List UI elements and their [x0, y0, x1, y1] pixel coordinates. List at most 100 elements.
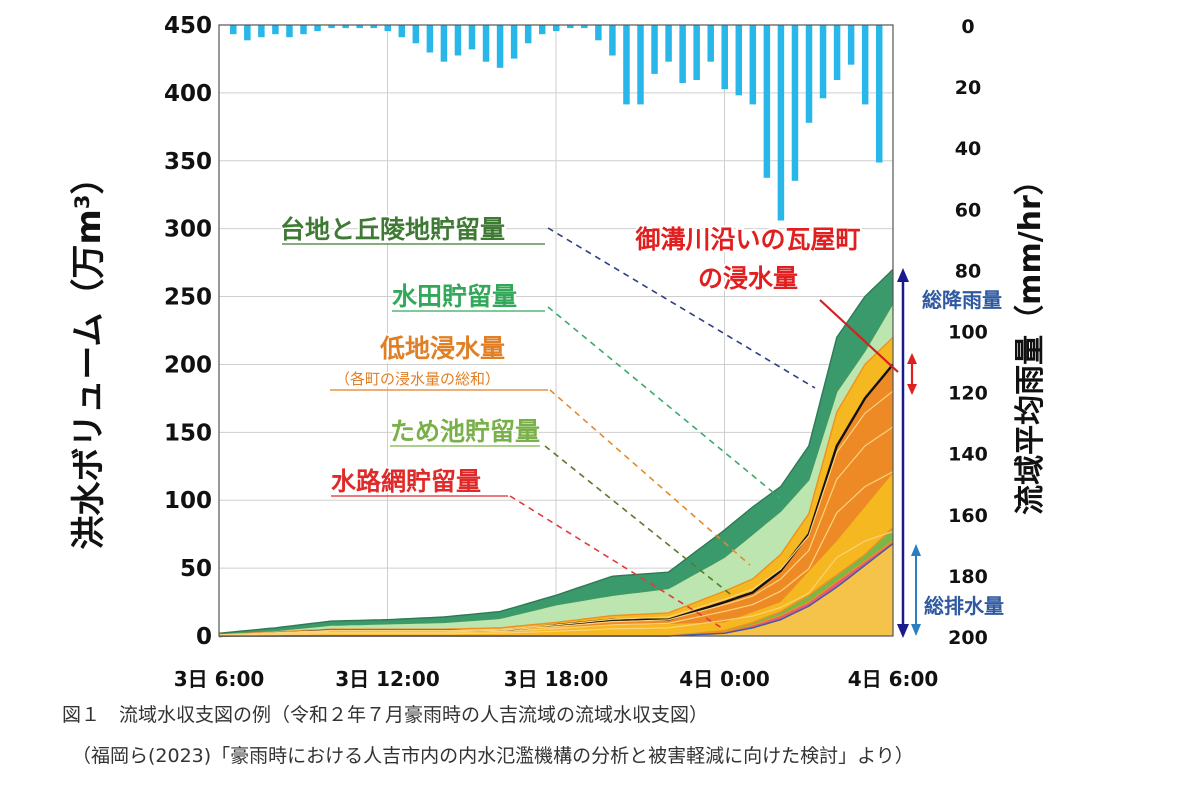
plot-frame [218, 24, 894, 637]
rain-bar [567, 25, 574, 29]
y-right-tick-label: 200 [948, 627, 988, 649]
total-drain-arrowhead-bottom [911, 624, 921, 636]
rain-bar [258, 25, 265, 38]
area-0 [219, 269, 893, 636]
rain-bar [735, 25, 743, 96]
kawaramachi-arrowhead-bottom [907, 384, 917, 395]
series-line-0 [218, 268, 894, 634]
rain-bar [342, 25, 349, 29]
label-highland: 台地と丘陵地貯留量 [280, 215, 505, 244]
rain-bar [314, 25, 321, 32]
area-drain [219, 543, 893, 636]
rain-bar [496, 25, 504, 68]
rain-bar [482, 25, 490, 62]
x-axis-ticks: 3日 6:00 3日 12:00 3日 18:00 4日 0:00 4日 6:00 [174, 667, 939, 690]
y-right-tick-label: 60 [955, 199, 981, 221]
rain-bar [805, 25, 813, 123]
rain-bar [524, 25, 532, 44]
rain-bar [679, 25, 686, 83]
label-channel: 水路網貯留量 [331, 467, 481, 496]
y-left-tick-label: 450 [164, 13, 212, 39]
label-kawaramachi-1: 御溝川沿いの瓦屋町 [634, 225, 860, 254]
y-right-tick-label: 180 [948, 566, 988, 588]
rain-bar [777, 25, 785, 221]
rain-bar [398, 25, 406, 38]
rain-bar [370, 25, 377, 29]
y-left-tick-label: 350 [164, 149, 212, 175]
total-rain-arrowhead-top [897, 268, 909, 282]
rain-bar [510, 25, 518, 59]
y-left-tick-label: 0 [196, 624, 212, 650]
y-right-tick-label: 40 [955, 138, 981, 160]
y-right-axis-label: 流域平均雨量（mm/hr） [1013, 165, 1048, 515]
y-right-tick-label: 140 [948, 444, 988, 466]
y-left-axis-label: 洪水ボリューム（万m³） [69, 160, 109, 549]
lowland-sub-line-1 [218, 471, 894, 636]
y-left-tick-label: 150 [164, 420, 212, 446]
lowland-sub-line-0 [218, 530, 894, 637]
rain-bar [665, 25, 672, 62]
y-left-tick-label: 100 [164, 488, 212, 514]
figure-caption: 図１ 流域水収支図の例（令和２年７月豪雨時の人吉流域の流域水収支図） [62, 704, 709, 726]
rain-bar [721, 25, 728, 90]
label-total-drain: 総排水量 [924, 594, 1004, 618]
rain-bar [833, 25, 841, 80]
y-right-tick-label: 120 [948, 383, 988, 405]
rain-bar [300, 25, 307, 35]
leader-pond [544, 445, 736, 599]
x-tick-label: 3日 18:00 [504, 667, 609, 690]
y-left-tick-label: 200 [164, 352, 212, 378]
x-tick-label: 4日 0:00 [679, 667, 770, 690]
leader-paddy [547, 306, 781, 499]
label-lowland: 低地浸水量 [379, 334, 505, 363]
rain-bar [538, 25, 546, 35]
leader-lowland [549, 389, 751, 566]
x-tick-label: 3日 6:00 [174, 667, 265, 690]
label-lowland-sub: （各町の浸水量の総和） [335, 370, 500, 388]
kawaramachi-arrowhead-top [907, 353, 917, 364]
series-line-2 [218, 336, 894, 636]
figure-source: （福岡ら(2023)「豪雨時における人吉市内の内水氾濫機構の分析と被害軽減に向け… [72, 745, 914, 767]
y-left-tick-label: 400 [164, 81, 212, 107]
y-left-tick-label: 300 [164, 217, 212, 243]
rain-bar [356, 25, 363, 29]
total-drain-arrowhead-top [911, 544, 921, 556]
y-left-tick-label: 50 [180, 556, 212, 582]
rain-bar [454, 25, 462, 56]
leader-channel [509, 495, 723, 629]
rain-bar [623, 25, 630, 105]
rain-bar [791, 25, 799, 181]
rain-bar [875, 25, 883, 163]
rain-bar [286, 25, 293, 38]
lowland-sub-line-2 [218, 426, 894, 636]
right-axis-ticks: 0 20 40 60 80 100 120 140 160 180 200 [948, 16, 988, 649]
y-right-tick-label: 100 [948, 322, 988, 344]
left-axis-ticks: 0 50 100 150 200 250 300 350 400 450 [164, 13, 212, 650]
leader-highland [547, 227, 816, 389]
rain-bar [707, 25, 714, 62]
rain-bar [749, 25, 757, 105]
annotation-leaders [509, 227, 816, 629]
rain-bar [384, 25, 391, 32]
label-kawaramachi-2: の浸水量 [698, 264, 798, 293]
series-line-1 [218, 302, 894, 636]
label-pond: ため池貯留量 [390, 417, 540, 446]
rain-bar [412, 25, 420, 44]
y-right-tick-label: 0 [961, 16, 974, 38]
rain-bar [426, 25, 434, 53]
rain-bar [595, 25, 602, 41]
rain-bar [244, 25, 251, 41]
x-tick-label: 3日 12:00 [335, 667, 440, 690]
x-tick-label: 4日 6:00 [848, 667, 939, 690]
y-right-tick-label: 160 [948, 505, 988, 527]
rain-bar [440, 25, 448, 62]
rain-bar [651, 25, 658, 74]
rain-bar [609, 25, 616, 56]
rain-bar [819, 25, 827, 99]
rain-bar [693, 25, 700, 80]
rain-bar [847, 25, 855, 65]
water-balance-chart: 0 50 100 150 200 250 300 350 400 450 0 20 40 60 80 100… [69, 13, 1048, 690]
rain-bar [230, 25, 237, 35]
label-paddy: 水田貯留量 [392, 282, 517, 311]
rain-bar [328, 25, 335, 29]
